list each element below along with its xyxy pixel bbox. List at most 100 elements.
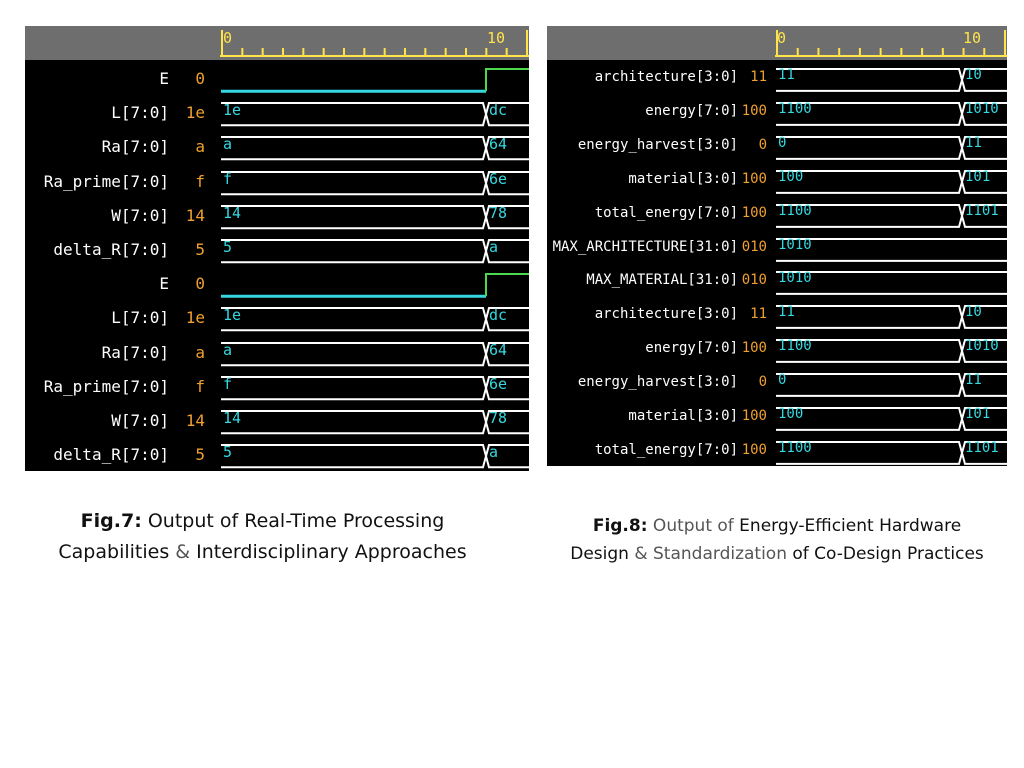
bus-value-after: 64 <box>489 340 508 359</box>
bus-value-before: 1100 <box>778 439 812 456</box>
waveform-trace <box>776 407 1007 431</box>
bus-value-after: 101 <box>965 168 991 185</box>
signal-value: a <box>195 137 205 157</box>
fig7-caption-label: Fig.7: <box>80 510 142 532</box>
signal-waveform: 1010 <box>776 266 1007 300</box>
bus-value-after: a <box>489 443 499 462</box>
bus-value-after: 101 <box>965 406 991 422</box>
waveform-trace <box>776 135 1007 160</box>
signal-waveform: 11 10 <box>776 300 1007 334</box>
signal-value: 100 <box>741 340 767 357</box>
bus-segment <box>776 305 1007 330</box>
signal-value: 0 <box>758 136 767 153</box>
signal-name: total_energy[7:0] <box>594 204 738 221</box>
bus-value-after: 10 <box>965 304 982 321</box>
fig8-caption-text2c: of Co-Design Practices <box>786 544 984 564</box>
bus-value-after: 11 <box>965 134 982 151</box>
signal-waveform: f 6e <box>221 371 529 405</box>
signal-name: architecture[3:0] <box>594 306 738 323</box>
waveform-trace <box>221 102 529 127</box>
waveform-trace <box>776 169 1007 194</box>
bus-segment <box>221 341 529 366</box>
bus-segment <box>221 136 529 161</box>
signal-name: material[3:0] <box>628 170 738 187</box>
bus-segment <box>221 444 529 469</box>
bus-value-after: 78 <box>489 203 508 222</box>
signal-value: 5 <box>195 445 205 465</box>
bit-high-segment <box>485 68 529 92</box>
signal-name: W[7:0] <box>111 205 169 225</box>
signal-name: energy[7:0] <box>645 102 738 119</box>
bus-segment <box>221 239 529 264</box>
signal-waveform: 100 101 <box>776 165 1007 199</box>
waveform-trace <box>221 341 529 366</box>
signal-name: Ra_prime[7:0] <box>43 171 169 191</box>
bus-value-before: 1100 <box>778 202 812 219</box>
fig8-caption-text1b: Energy-Efficient Hardware <box>733 516 962 536</box>
bus-value-before: 1010 <box>778 236 812 253</box>
waveform-trace <box>776 440 1007 465</box>
ruler-ticks <box>775 30 1007 57</box>
signal-value: 0 <box>758 374 767 391</box>
fig7-ruler-start-label: 0 <box>223 29 233 47</box>
signal-waveform <box>221 268 529 302</box>
bus-value-before: a <box>223 340 233 359</box>
signal-name: L[7:0] <box>111 308 169 328</box>
signal-name: energy_harvest[3:0] <box>577 136 738 153</box>
signal-value: 0 <box>195 274 205 294</box>
signal-name: MAX_ARCHITECTURE[31:0] <box>552 238 738 255</box>
ruler-ticks <box>220 30 529 57</box>
bus-segment <box>776 169 1007 194</box>
bus-value-before: 0 <box>778 372 787 389</box>
signal-value: a <box>195 342 205 362</box>
bus-value-before: 100 <box>778 168 804 185</box>
bus-value-after: 1010 <box>965 100 999 117</box>
bus-segment <box>776 101 1007 126</box>
bus-segment <box>776 68 1007 92</box>
bus-value-before: 11 <box>778 67 795 83</box>
fig8-caption-text2b: Standardization <box>653 544 787 564</box>
bus-value-after: 78 <box>489 409 508 427</box>
fig7-caption-text1: Output of Real-Time Processing <box>141 510 445 532</box>
fig7-ruler-end-label: 10 <box>487 29 506 47</box>
bus-segment <box>221 170 529 195</box>
signal-name: Ra[7:0] <box>101 342 169 362</box>
fig8-caption-line2: Design & Standardization of Co-Design Pr… <box>548 540 1006 568</box>
bus-value-before: 5 <box>223 238 233 256</box>
bus-value-after: 1010 <box>965 338 999 355</box>
signal-name: Ra[7:0] <box>101 137 169 157</box>
fig7-caption-amp: & <box>169 541 197 563</box>
signal-value: 100 <box>741 204 767 221</box>
signal-name: Ra_prime[7:0] <box>43 376 169 396</box>
bus-segment <box>776 271 1007 296</box>
bus-value-before: 11 <box>778 304 795 321</box>
bus-value-after: 6e <box>489 374 508 393</box>
signal-value: 1e <box>185 103 205 123</box>
bus-value-after: 10 <box>965 67 982 83</box>
fig8-waveform-panel: 0 10 architecture[3:0] 11 11 10 energy[7:0] 1… <box>547 26 1007 466</box>
signal-waveform: 100 101 <box>776 402 1007 436</box>
bus-segment <box>221 102 529 127</box>
bus-segment <box>221 204 529 229</box>
waveform-trace <box>221 307 529 332</box>
bus-value-before: 1010 <box>778 270 812 287</box>
waveform-trace <box>776 203 1007 228</box>
bus-value-before: a <box>223 135 233 154</box>
signal-value: 100 <box>741 170 767 187</box>
signal-waveform: 1010 <box>776 233 1007 267</box>
fig7-caption: Fig.7: Output of Real-Time Processing Ca… <box>30 506 495 568</box>
bus-value-before: 100 <box>778 406 804 422</box>
bus-segment <box>221 307 529 332</box>
signal-waveform: 14 78 <box>221 200 529 234</box>
bus-value-after: a <box>489 238 499 256</box>
fig7-waveform-panel: 0 10 E 0 L[7:0] 1e 1e dc Ra[7:0] a a 64 Ra_prime[7… <box>25 26 529 471</box>
bus-segment <box>776 135 1007 160</box>
waveform-trace <box>221 444 529 469</box>
fig7-caption-text2a: Capabilities <box>58 541 170 563</box>
bus-value-after: 11 <box>965 372 982 389</box>
signal-value: 010 <box>741 272 767 289</box>
waveform-trace <box>776 305 1007 330</box>
signal-waveform: 0 11 <box>776 131 1007 165</box>
